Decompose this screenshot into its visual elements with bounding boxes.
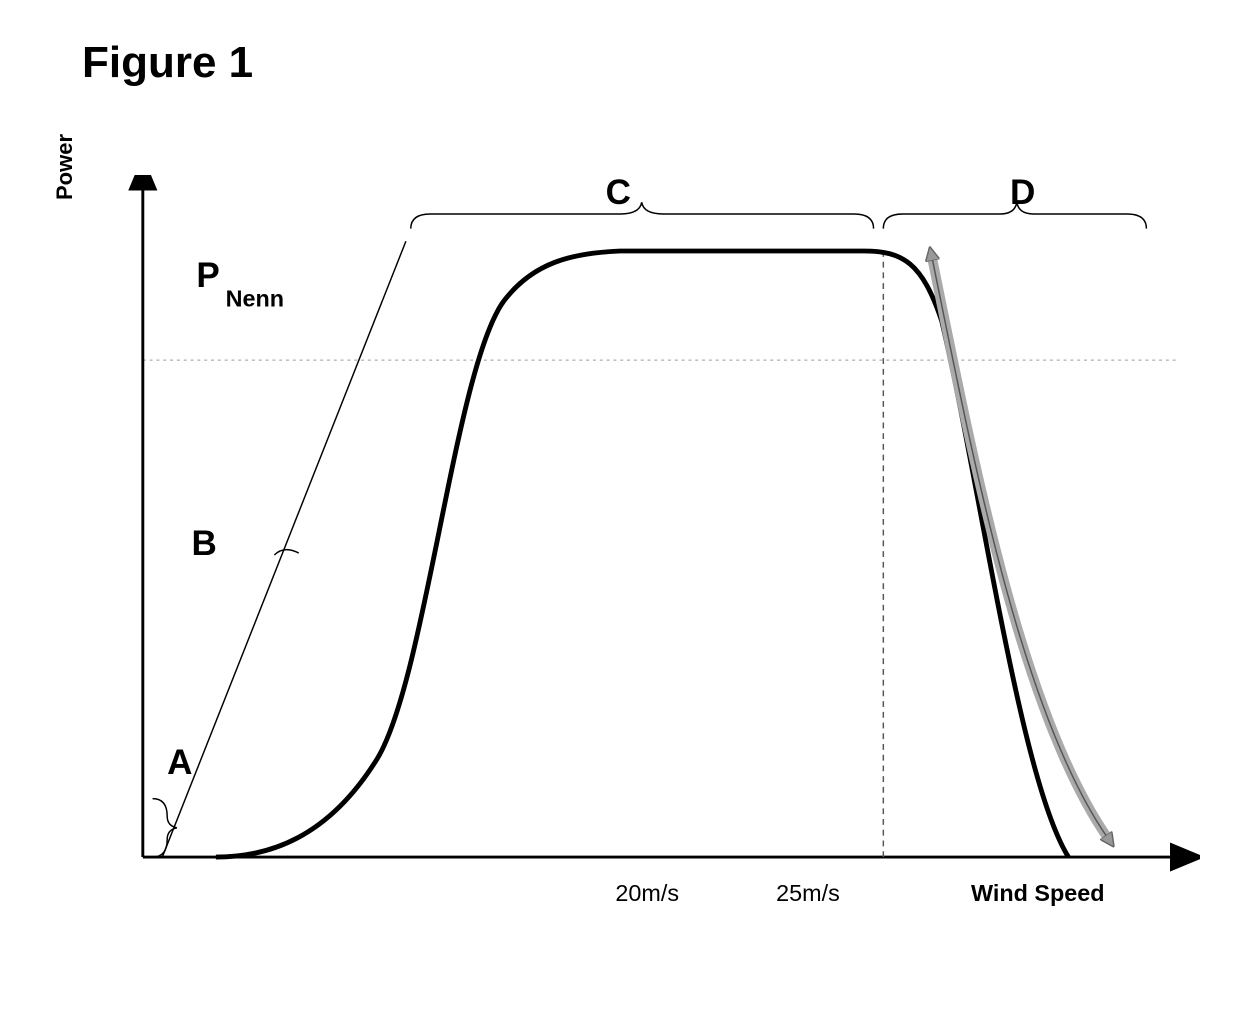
tick-25ms: 25m/s <box>776 880 840 906</box>
x-axis-label: Wind Speed <box>971 880 1105 906</box>
decay-arrow-outline <box>932 258 1107 838</box>
figure-title: Figure 1 <box>82 38 253 88</box>
bracket-B-notch <box>274 550 298 555</box>
label-Pnenn-P: P <box>196 256 219 295</box>
label-B: B <box>192 524 217 563</box>
chart-container: A B C D P Nenn 20m/s 25m/s Wind Speed <box>60 175 1200 935</box>
label-C: C <box>606 175 631 212</box>
power-curve-chart: A B C D P Nenn 20m/s 25m/s Wind Speed <box>60 175 1200 935</box>
bracket-C <box>411 202 874 228</box>
power-curve <box>216 251 1069 857</box>
tick-20ms: 20m/s <box>615 880 679 906</box>
label-A: A <box>167 743 192 782</box>
label-Pnenn-sub: Nenn <box>226 286 284 312</box>
decay-arrow-body <box>932 258 1107 838</box>
label-D: D <box>1010 175 1035 212</box>
